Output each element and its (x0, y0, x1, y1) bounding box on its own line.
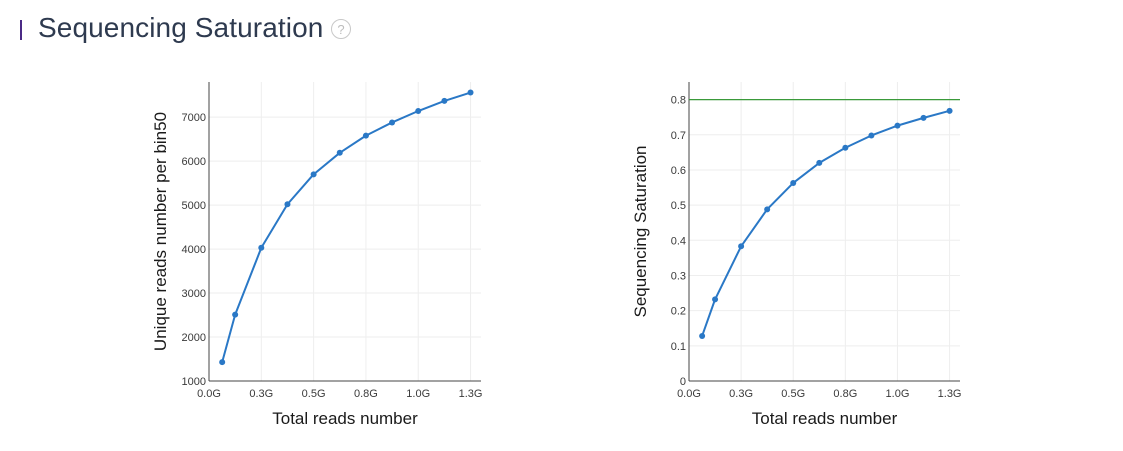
data-point (467, 89, 474, 96)
y-tick-label: 0.4 (671, 235, 686, 247)
page-title: Sequencing Saturation (38, 12, 324, 43)
x-tick-label: 0.5G (781, 388, 805, 400)
data-point (258, 244, 265, 251)
title-accent-bar (20, 20, 22, 40)
y-tick-label: 5000 (182, 200, 206, 212)
data-point (336, 149, 343, 156)
data-point (362, 132, 369, 139)
data-point (389, 119, 396, 126)
data-point (790, 179, 797, 186)
y-tick-label: 0.1 (671, 341, 686, 353)
x-tick-label: 0.3G (729, 388, 753, 400)
data-point (310, 171, 317, 178)
data-point (868, 132, 875, 139)
x-tick-label: 0.0G (197, 388, 221, 400)
y-tick-label: 0 (680, 376, 686, 388)
help-icon[interactable]: ? (331, 19, 351, 39)
data-point (699, 332, 706, 339)
y-axis-title: Unique reads number per bin50 (151, 112, 170, 351)
y-tick-label: 0.5 (671, 200, 686, 212)
data-point (894, 122, 901, 129)
y-tick-label: 0.6 (671, 165, 686, 177)
data-point (415, 108, 422, 115)
x-tick-label: 1.0G (406, 388, 430, 400)
y-tick-label: 2000 (182, 332, 206, 344)
data-point (219, 359, 226, 366)
x-tick-label: 1.3G (938, 388, 962, 400)
y-tick-label: 7000 (182, 112, 206, 124)
x-tick-label: 0.0G (677, 388, 701, 400)
y-tick-label: 4000 (182, 244, 206, 256)
x-tick-label: 0.8G (833, 388, 857, 400)
x-axis-title: Total reads number (272, 409, 418, 428)
x-tick-label: 0.8G (354, 388, 378, 400)
y-tick-label: 0.2 (671, 306, 686, 318)
series-line (701, 109, 950, 337)
data-point (920, 114, 927, 121)
data-point (441, 97, 448, 104)
data-point (946, 107, 953, 114)
data-point (842, 144, 849, 151)
x-tick-label: 0.5G (302, 388, 326, 400)
y-tick-label: 3000 (182, 288, 206, 300)
x-tick-label: 1.0G (886, 388, 910, 400)
y-tick-label: 0.8 (671, 95, 686, 107)
section-header: Sequencing Saturation ? (0, 0, 1123, 60)
y-tick-label: 0.7 (671, 130, 686, 142)
chart-1: 0.0G 0.3G 0.5G 0.8G 1.0G 1.3G 1000 2000 3000 4000… (151, 82, 482, 428)
y-tick-label: 0.3 (671, 270, 686, 282)
x-tick-label: 0.3G (249, 388, 273, 400)
y-tick-label: 1000 (182, 376, 206, 388)
chart-2: 0.0G 0.3G 0.5G 0.8G 1.0G 1.3G 0 0.1 0.2 0.3 0.4 0.5… (631, 82, 962, 428)
x-tick-label: 1.3G (459, 388, 483, 400)
data-point (738, 243, 745, 250)
data-point (764, 206, 771, 213)
x-axis-title: Total reads number (752, 409, 898, 428)
y-axis-title: Sequencing Saturation (631, 145, 650, 317)
data-point (816, 159, 823, 166)
y-tick-label: 6000 (182, 156, 206, 168)
data-point (232, 311, 239, 318)
data-point (712, 296, 719, 303)
series-line (221, 91, 471, 363)
data-point (284, 201, 291, 208)
